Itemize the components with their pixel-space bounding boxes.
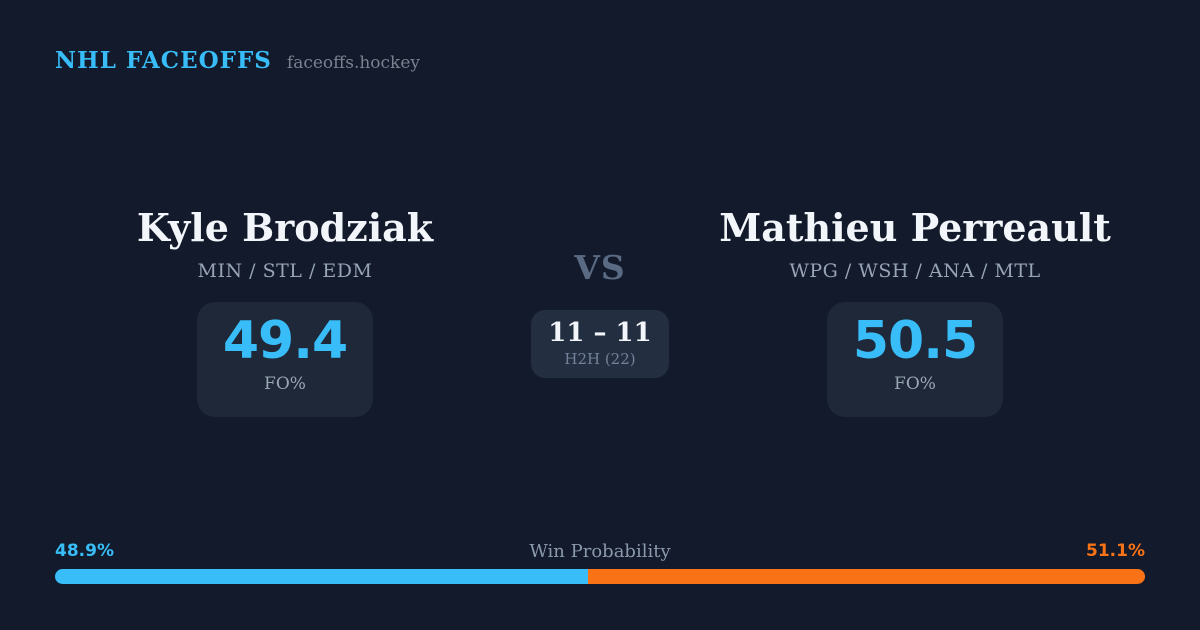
head-to-head-label: H2H (22) — [564, 350, 636, 369]
player-card-left: Kyle Brodziak MIN / STL / EDM 49.4 FO% — [75, 205, 495, 418]
win-probability-right-value: 51.1% — [1086, 541, 1145, 561]
player-teams: WPG / WSH / ANA / MTL — [789, 259, 1041, 282]
faceoff-stat-card: 49.4 FO% — [197, 302, 373, 418]
faceoff-stat-label: FO% — [894, 374, 936, 395]
player-card-right: Mathieu Perreault WPG / WSH / ANA / MTL … — [705, 205, 1125, 418]
site-url: faceoffs.hockey — [286, 53, 421, 73]
player-teams: MIN / STL / EDM — [197, 259, 373, 282]
win-probability-bar-left-segment — [55, 569, 588, 584]
faceoff-stat-label: FO% — [264, 374, 306, 395]
win-probability-bar-right-segment — [588, 569, 1145, 584]
head-to-head-score: 11 – 11 — [548, 317, 652, 348]
win-probability-bar — [55, 569, 1145, 584]
faceoff-percentage: 50.5 — [852, 311, 978, 372]
vs-label: VS — [574, 248, 626, 287]
win-probability-left-value: 48.9% — [55, 541, 114, 561]
versus-block: VS 11 – 11 H2H (22) — [510, 248, 690, 379]
win-probability-title: Win Probability — [529, 541, 671, 562]
head-to-head-card: 11 – 11 H2H (22) — [531, 309, 669, 379]
faceoff-stat-card: 50.5 FO% — [827, 302, 1003, 418]
player-name: Kyle Brodziak — [136, 205, 434, 250]
faceoff-percentage: 49.4 — [222, 311, 348, 372]
player-name: Mathieu Perreault — [719, 205, 1111, 250]
win-probability-labels: 48.9% Win Probability 51.1% — [55, 541, 1145, 563]
brand-logo-text: NHL FACEOFFS — [55, 47, 272, 74]
header: NHL FACEOFFS faceoffs.hockey — [55, 47, 420, 74]
